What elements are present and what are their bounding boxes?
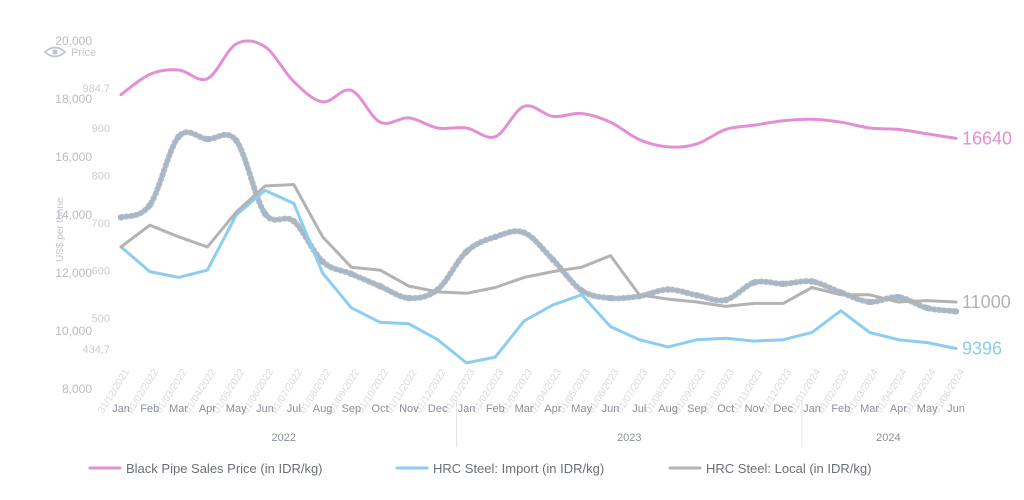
- x-month-label: Jul: [287, 403, 301, 415]
- data-point: [722, 296, 729, 304]
- y2-tick-label: 900: [92, 123, 110, 135]
- x-month-label: Feb: [140, 403, 159, 415]
- x-month-label: Dec: [773, 403, 793, 415]
- x-month-label: Jun: [602, 403, 620, 415]
- end-label-hrc-import: 9396: [962, 339, 1002, 359]
- series-price-markers: [118, 129, 959, 315]
- legend: Black Pipe Sales Price (in IDR/kg) HRC St…: [88, 461, 871, 476]
- y-tick-label: 20,000: [55, 34, 92, 48]
- data-point: [146, 201, 153, 209]
- data-point: [376, 283, 384, 290]
- series-line-black-pipe: [119, 39, 958, 149]
- data-point: [319, 258, 326, 265]
- x-month-label: Jun: [256, 403, 274, 415]
- end-label-black-pipe: 16640: [962, 128, 1012, 148]
- data-point: [895, 293, 902, 301]
- x-month-label: Dec: [428, 403, 448, 415]
- data-point: [175, 133, 182, 140]
- y2-tick-label: 800: [92, 171, 110, 183]
- y-axis: 8,000 10,000 12,000 14,000 16,000 18,000 20,00…: [55, 34, 92, 396]
- x-month-label: Nov: [399, 403, 419, 415]
- x-month-label: Jan: [112, 403, 130, 415]
- data-point: [290, 218, 297, 225]
- x-month-label: Aug: [313, 403, 333, 415]
- y-tick-label: 8,000: [62, 382, 92, 396]
- data-point: [204, 135, 211, 143]
- y2-tick-label: 700: [92, 218, 110, 230]
- x-month-label: Feb: [831, 403, 850, 415]
- data-point: [117, 214, 125, 221]
- data-point: [348, 270, 355, 278]
- x-month-label: Sep: [687, 403, 707, 415]
- x-month-label: Apr: [890, 403, 907, 415]
- y2-tick-label: 984.7: [82, 83, 110, 95]
- legend-item-black-pipe[interactable]: Black Pipe Sales Price (in IDR/kg): [126, 461, 323, 476]
- legend-item-hrc-import[interactable]: HRC Steel: Import (in IDR/kg): [433, 461, 604, 476]
- x-month-label: May: [226, 403, 247, 415]
- x-month-label: Oct: [372, 403, 389, 415]
- data-point: [751, 279, 758, 286]
- data-point: [261, 210, 269, 217]
- y2-axis: 434.7 500 600 700 800 900 984.7: [82, 83, 110, 356]
- data-point: [520, 229, 528, 236]
- series-line-hrc-import: [119, 188, 958, 365]
- x-axis: 31/12/202101/02/202201/03/202201/04/2022…: [96, 367, 967, 447]
- eye-icon[interactable]: [43, 46, 67, 58]
- x-month-label: Jan: [458, 403, 476, 415]
- data-point: [549, 256, 557, 263]
- x-year-label: 2023: [617, 432, 641, 444]
- x-month-label: Sep: [342, 403, 362, 415]
- data-point: [492, 233, 499, 241]
- x-month-label: Apr: [199, 403, 216, 415]
- y2-tick-label: 600: [92, 266, 110, 278]
- series-layer: [117, 39, 960, 365]
- legend-item-hrc-local[interactable]: HRC Steel: Local (in IDR/kg): [706, 461, 871, 476]
- y-tick-label: 18,000: [55, 92, 92, 106]
- y-tick-label: 12,000: [55, 266, 92, 280]
- end-label-hrc-local: 11000: [962, 292, 1011, 312]
- x-year-label: 2024: [876, 432, 900, 444]
- x-month-label: May: [571, 403, 592, 415]
- data-point: [405, 294, 413, 302]
- data-point: [780, 280, 787, 287]
- end-labels: 16640 9396 11000: [962, 128, 1012, 358]
- y2-axis-title: Price: [71, 47, 96, 59]
- x-month-label: Mar: [169, 403, 188, 415]
- data-point: [463, 248, 470, 255]
- x-month-label: Mar: [860, 403, 879, 415]
- x-month-label: Oct: [717, 403, 734, 415]
- y-tick-label: 16,000: [55, 150, 92, 164]
- x-month-label: Jan: [803, 403, 821, 415]
- x-month-label: Aug: [658, 403, 678, 415]
- data-point: [693, 292, 701, 299]
- x-month-label: Apr: [544, 403, 561, 415]
- x-month-label: May: [917, 403, 938, 415]
- series-line-hrc-local: [119, 183, 958, 308]
- data-point: [808, 278, 816, 285]
- data-point: [866, 298, 873, 306]
- data-point: [952, 308, 960, 315]
- y2-tick-label: 500: [92, 313, 110, 325]
- x-month-label: Mar: [515, 403, 534, 415]
- y2-tick-label: 434.7: [82, 344, 110, 356]
- data-point: [607, 294, 614, 302]
- x-month-label: Jul: [632, 403, 646, 415]
- data-point: [578, 287, 585, 294]
- data-point: [924, 304, 931, 312]
- x-month-label: Jun: [947, 403, 965, 415]
- y2-axis-header: Price: [43, 46, 96, 59]
- x-year-label: 2022: [272, 432, 296, 444]
- data-point: [233, 137, 240, 144]
- x-month-label: Feb: [486, 403, 505, 415]
- y-axis-title: US$ per tonne: [55, 197, 66, 262]
- x-month-label: Nov: [745, 403, 765, 415]
- y-tick-label: 14,000: [55, 208, 92, 222]
- y-tick-label: 10,000: [55, 324, 92, 338]
- data-point: [664, 286, 672, 293]
